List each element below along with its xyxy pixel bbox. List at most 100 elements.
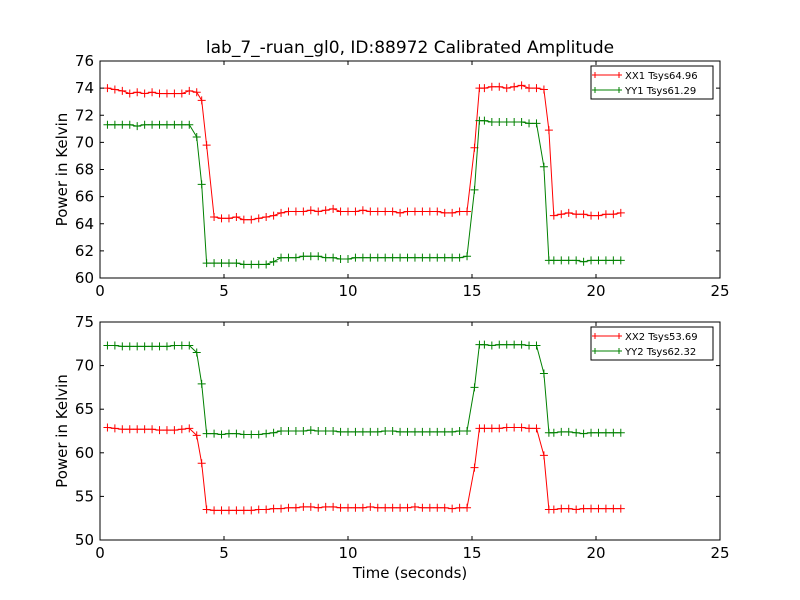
y-tick-label: 60 (75, 444, 94, 462)
data-point-marker (321, 502, 330, 511)
data-point-marker (254, 430, 263, 439)
data-point-marker (455, 427, 464, 435)
data-point-marker (148, 425, 157, 434)
data-point-marker (197, 459, 206, 468)
data-point-marker (616, 208, 625, 217)
legend: XX1 Tsys64.96 YY1 Tsys61.29 (590, 65, 714, 100)
data-point-marker (291, 427, 300, 435)
data-point-marker (110, 341, 119, 350)
data-point-marker (557, 427, 566, 436)
series-xx2 (103, 423, 625, 515)
data-point-marker (148, 120, 157, 129)
data-point-marker (284, 503, 293, 512)
data-point-marker (609, 428, 618, 437)
data-point-marker (609, 256, 618, 265)
data-point-marker (433, 503, 442, 512)
data-point-marker (410, 207, 419, 216)
data-point-marker (532, 424, 541, 433)
y-tick-label: 70 (75, 357, 94, 375)
data-point-marker (269, 257, 278, 266)
data-point-marker (125, 120, 134, 129)
data-point-marker (299, 207, 308, 216)
data-point-marker (202, 429, 211, 438)
y-tick-label: 68 (75, 161, 94, 179)
data-point-marker (125, 425, 134, 434)
data-point-marker (210, 259, 219, 268)
data-point-marker (314, 207, 323, 216)
data-point-marker (358, 253, 367, 262)
data-point-marker (118, 120, 127, 129)
data-point-marker (177, 425, 186, 434)
legend-box (590, 326, 714, 361)
data-point-marker (239, 260, 248, 269)
data-point-marker (336, 503, 345, 512)
y-tick-label: 50 (75, 531, 94, 549)
data-point-marker (403, 253, 412, 262)
data-point-marker (396, 427, 405, 436)
data-point-marker (277, 427, 286, 435)
data-point-marker (549, 256, 558, 265)
data-point-marker (336, 255, 345, 264)
data-point-marker (314, 427, 323, 435)
data-point-marker (344, 427, 352, 436)
x-tick-label: 10 (338, 282, 357, 300)
data-point-marker (291, 253, 300, 262)
y-tick-label: 62 (75, 242, 94, 260)
data-point-marker (502, 118, 511, 127)
legend-marker (616, 333, 622, 339)
data-point-marker (549, 428, 558, 437)
data-point-marker (381, 427, 390, 435)
data-point-marker (202, 259, 211, 268)
data-point-marker (433, 427, 442, 436)
data-point-marker (510, 423, 519, 432)
y-tick-label: 76 (75, 52, 94, 70)
data-point-marker (321, 427, 330, 435)
data-point-marker (463, 252, 472, 261)
data-point-marker (239, 215, 248, 224)
legend-label: XX1 Tsys64.96 (625, 71, 698, 82)
data-point-marker (495, 424, 504, 433)
data-point-marker (572, 505, 581, 514)
data-point-marker (495, 82, 504, 91)
data-point-marker (314, 503, 323, 512)
data-point-marker (358, 206, 367, 215)
data-point-marker (455, 207, 464, 216)
top-subplot: 0 5 10 15 20 25 60 62 64 66 68 70 72 74 76 Power in Kel… (53, 52, 730, 300)
y-tick-label: 65 (75, 400, 94, 418)
data-point-marker (616, 256, 625, 265)
data-point-marker (269, 211, 278, 220)
data-point-marker (579, 429, 588, 438)
data-point-marker (366, 207, 375, 216)
data-point-marker (344, 207, 352, 216)
y-tick-label: 72 (75, 106, 94, 124)
data-point-marker (224, 506, 233, 515)
bottom-subplot: 0 5 10 15 20 25 50 55 60 65 70 75 Power in Kelvin XX2… (53, 313, 730, 562)
data-point-marker (373, 253, 382, 262)
data-point-marker (217, 430, 226, 439)
data-point-marker (470, 383, 479, 392)
data-point-marker (197, 379, 206, 388)
data-point-marker (306, 502, 315, 511)
data-point-marker (440, 427, 449, 436)
data-point-marker (170, 426, 179, 435)
data-point-marker (210, 506, 219, 515)
y-tick-label: 74 (75, 79, 94, 97)
data-point-marker (262, 429, 271, 438)
data-point-marker (480, 424, 489, 433)
data-point-marker (425, 503, 434, 512)
data-point-marker (170, 89, 179, 98)
data-point-marker (351, 207, 360, 216)
data-point-marker (177, 341, 186, 350)
data-point-marker (557, 256, 566, 265)
data-point-marker (277, 253, 286, 262)
data-point-marker (162, 120, 171, 129)
data-point-marker (544, 126, 553, 135)
data-point-marker (284, 253, 293, 262)
data-point-marker (510, 340, 519, 349)
legend-box (590, 65, 714, 100)
data-point-marker (425, 427, 434, 436)
legend-label: YY1 Tsys61.29 (624, 86, 696, 97)
y-axis-label: Power in Kelvin (53, 374, 71, 488)
data-point-marker (269, 504, 278, 513)
data-point-marker (564, 427, 573, 436)
